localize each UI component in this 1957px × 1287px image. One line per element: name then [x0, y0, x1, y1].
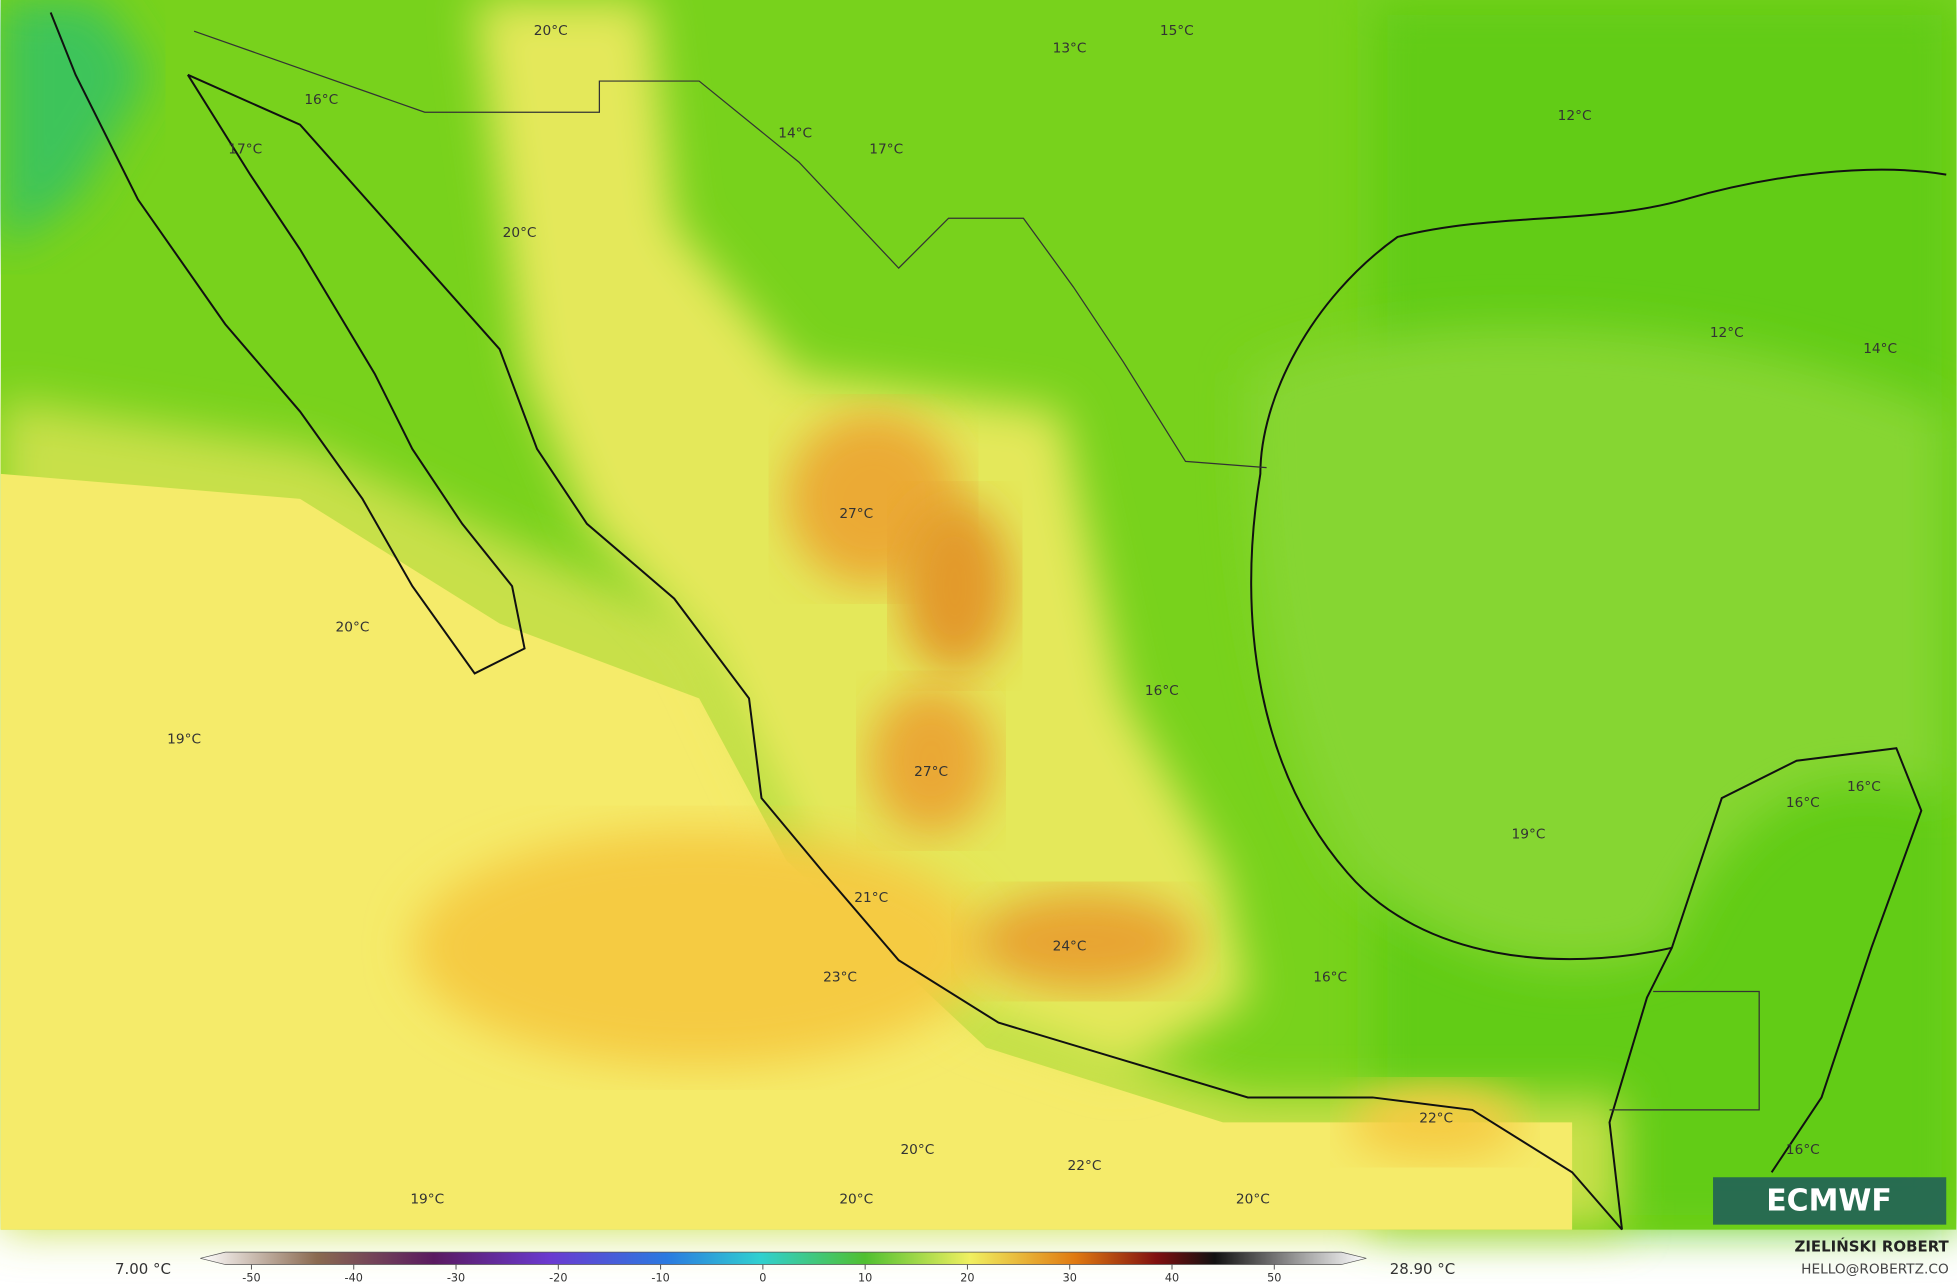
temperature-labels: 20°C 13°C 15°C 16°C 17°C 14°C 17°C 12°C 20°C 12°C…	[167, 23, 1897, 1208]
temperature-label: 22°C	[1419, 1111, 1453, 1127]
logo-box	[1713, 1177, 1947, 1225]
credit-email: HELLO@ROBERTZ.CO	[1801, 1262, 1949, 1278]
temperature-label: 17°C	[228, 142, 262, 158]
coastline	[49, 12, 1947, 1231]
temperature-label: 20°C	[839, 1192, 873, 1208]
temperature-label: 19°C	[410, 1192, 444, 1208]
temperature-label: 13°C	[1053, 41, 1087, 57]
colorbar-tick-label: 0	[759, 1271, 766, 1284]
borders	[193, 30, 1760, 1111]
temperature-label: 14°C	[778, 125, 812, 141]
temperature-label: 16°C	[304, 92, 338, 108]
logo: ECMWF	[1766, 1184, 1892, 1219]
temperature-label: 23°C	[823, 970, 857, 986]
temperature-label: 15°C	[1160, 23, 1194, 39]
temperature-label: 16°C	[1145, 683, 1179, 699]
map-background	[0, 0, 1957, 1230]
colorbar-tick-label: -20	[549, 1271, 567, 1284]
temperature-label: 12°C	[1710, 325, 1744, 341]
temperature-label: 14°C	[1863, 341, 1897, 357]
colorbar-tick-label: -40	[345, 1271, 363, 1284]
colorbar: -50 -40 -30 -20 -10 0 10 20 30 40 50	[200, 1251, 1367, 1284]
temperature-label: 24°C	[1053, 939, 1087, 955]
temperature-label: 16°C	[1313, 970, 1347, 986]
colorbar-max: 28.90 °C	[1390, 1260, 1455, 1278]
temperature-label: 19°C	[1512, 826, 1546, 842]
temperature-label: 20°C	[1236, 1192, 1270, 1208]
temperature-label: 17°C	[869, 142, 903, 158]
temperature-label: 27°C	[914, 764, 948, 780]
colorbar-tick-label: 50	[1267, 1271, 1281, 1284]
colorbar-min: 7.00 °C	[115, 1260, 171, 1278]
temperature-label: 16°C	[1786, 1142, 1820, 1158]
temperature-label: 12°C	[1558, 108, 1592, 124]
colorbar-tick-label: 40	[1165, 1271, 1179, 1284]
temperature-label: 20°C	[336, 619, 370, 635]
temperature-label: 20°C	[534, 23, 568, 39]
colorbar-tick-label: 30	[1063, 1271, 1077, 1284]
colorbar-tick-label: -30	[447, 1271, 465, 1284]
temperature-label: 21°C	[854, 890, 888, 906]
credit-name: ZIELIŃSKI ROBERT	[1795, 1237, 1950, 1256]
temperature-label: 16°C	[1786, 795, 1820, 811]
temperature-label: 20°C	[503, 225, 537, 241]
colorbar-tick-label: 20	[960, 1271, 974, 1284]
temperature-label: 22°C	[1068, 1158, 1102, 1174]
colorbar-tick-label: -50	[242, 1271, 260, 1284]
temperature-label: 27°C	[839, 506, 873, 522]
temperature-label: 16°C	[1847, 779, 1881, 795]
temperature-label: 20°C	[900, 1142, 934, 1158]
colorbar-tick-label: -10	[651, 1271, 669, 1284]
colorbar-tick-label: 10	[858, 1271, 872, 1284]
temperature-label: 19°C	[167, 732, 201, 748]
